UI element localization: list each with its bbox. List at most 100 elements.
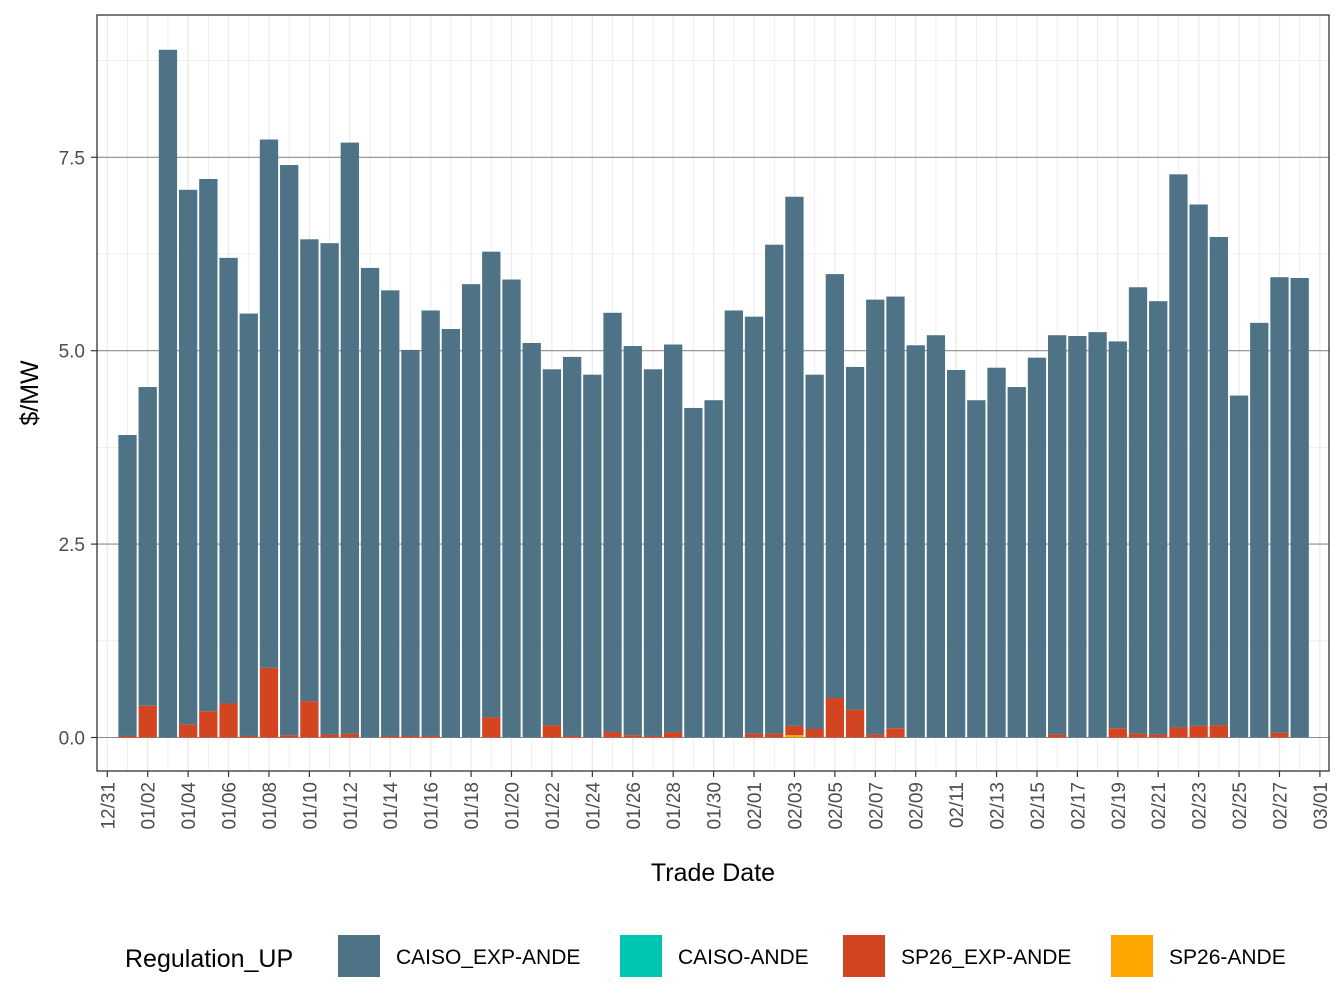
bar-segment [562,356,582,736]
bar-segment [845,709,865,738]
bar-segment [1068,336,1087,738]
bar-segment [643,735,663,738]
bar-segment [542,369,562,726]
bar-segment [1189,725,1208,738]
legend-label: SP26-ANDE [1169,946,1286,969]
x-tick-label: 01/24 [583,782,604,830]
bar-segment [987,367,1006,738]
x-tick-label: 02/07 [866,782,887,830]
bar-segment [1189,204,1208,726]
legend-label: CAISO-ANDE [678,946,809,969]
bar-segment [926,335,946,738]
bar-segment [1250,322,1269,738]
y-tick-label: 2.5 [59,535,85,556]
bar-segment [1290,277,1309,738]
bar-segment [219,703,238,738]
bar-segment [401,349,420,736]
x-tick-label: 01/04 [179,782,200,830]
bars [118,49,1309,738]
y-tick-label: 0.0 [59,729,85,750]
x-tick-label: 12/31 [98,782,119,830]
bar-segment [118,735,137,738]
bar-segment [886,728,905,738]
bar-segment [1048,734,1067,738]
bar-segment [866,734,885,738]
bar-segment [643,369,663,736]
plot-panel [96,14,1330,772]
bar-segment [785,735,804,738]
bar-segment [1108,341,1127,729]
bar-segment [744,316,764,734]
bar-segment [765,244,784,734]
x-tick-label: 02/01 [745,782,766,830]
bar-segment [785,196,804,726]
bar-segment [603,732,622,738]
bar-segment [441,329,461,738]
bar-segment [138,705,157,738]
bar-segment [1027,357,1047,738]
bar-segment [1128,733,1148,738]
y-axis: 0.0 2.5 5.0 7.5 [59,148,97,750]
legend-key [338,935,380,977]
bar-segment [1149,301,1168,735]
bar-segment [1270,732,1289,738]
x-tick-label: 01/10 [300,782,321,830]
legend-title: Regulation_UP [125,945,293,973]
x-tick-label: 02/25 [1230,782,1251,830]
x-tick-label: 02/05 [826,782,847,830]
bar-segment [300,701,319,738]
bar-segment [219,257,238,704]
bar-segment [381,290,400,736]
bar-segment [421,310,440,736]
bar-segment [320,734,339,738]
x-axis-title: Trade Date [651,859,775,887]
bar-segment [280,165,299,736]
x-tick-label: 01/14 [381,782,402,830]
bar-segment [1048,335,1067,735]
legend-key [843,935,885,977]
legend-label: SP26_EXP-ANDE [901,946,1071,969]
x-tick-label: 01/08 [260,782,281,830]
bar-segment [805,374,824,729]
bar-segment [239,735,258,738]
bar-segment [1108,728,1127,738]
bar-segment [704,400,723,738]
bar-segment [1007,387,1026,738]
y-tick-label: 7.5 [59,148,85,169]
x-tick-label: 03/01 [1311,782,1332,830]
x-tick-label: 01/28 [664,782,685,830]
bar-segment [300,239,319,702]
bar-segment [684,407,703,738]
bar-segment [1209,236,1228,726]
bar-segment [542,725,562,738]
bar-segment [482,251,501,718]
legend-key [620,935,662,977]
bar-segment [320,243,339,735]
x-tick-label: 02/09 [907,782,928,830]
y-tick-label: 5.0 [59,342,85,363]
x-tick-label: 01/06 [220,782,241,830]
bar-segment [866,299,885,735]
bar-segment [603,312,622,733]
bar-segment [825,274,845,699]
bar-segment [825,698,845,738]
bar-segment [1209,725,1228,738]
legend-items: CAISO_EXP-ANDE CAISO-ANDE SP26_EXP-ANDE SP2… [338,935,1286,977]
bar-segment [1169,174,1188,728]
x-tick-label: 02/03 [785,782,806,830]
y-axis-title: $/MW [16,360,44,426]
bar-segment [724,310,743,738]
bar-segment [280,735,299,738]
legend: Regulation_UP CAISO_EXP-ANDE CAISO-ANDE SP… [125,935,1286,977]
legend-item: SP26-ANDE [1111,935,1286,977]
bar-segment [886,296,905,729]
bar-segment [664,344,683,733]
x-tick-label: 02/21 [1149,782,1170,830]
x-tick-label: 01/02 [139,782,160,830]
bar-segment [562,735,582,738]
x-tick-label: 02/19 [1109,782,1130,830]
bar-segment [1229,395,1249,738]
bar-segment [1088,332,1107,738]
bar-segment [360,267,380,738]
